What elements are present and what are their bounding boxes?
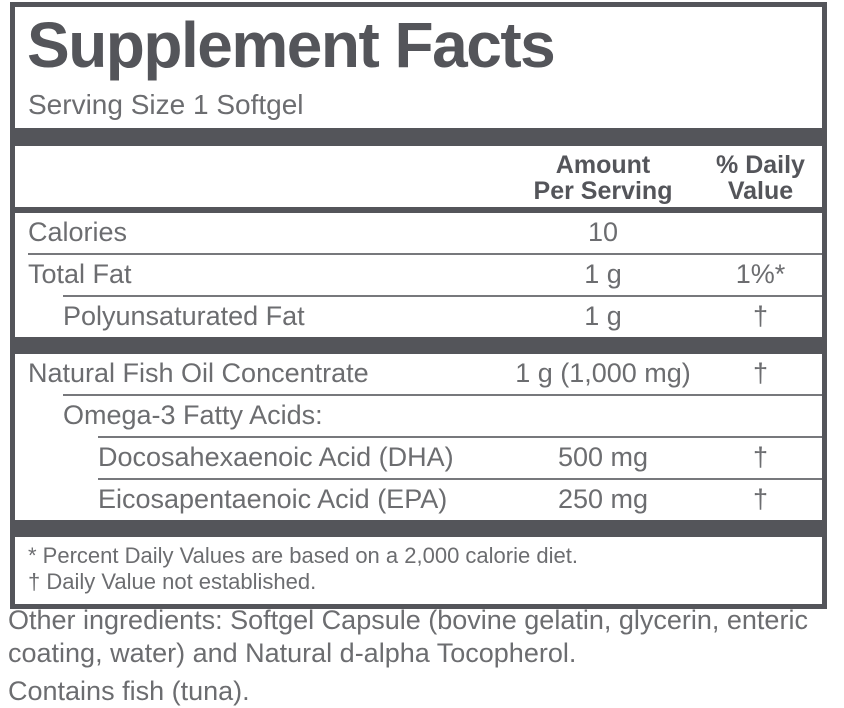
footnote-daily-value-not-established: † Daily Value not established.	[28, 568, 317, 594]
divider-thick-bottom	[15, 519, 822, 537]
column-header-daily-value: % Daily Value	[716, 150, 805, 205]
nutrient-amount: 10	[587, 217, 619, 248]
other-ingredients-text: Other ingredients: Softgel Capsule (bovi…	[8, 605, 808, 668]
table-row-total-fat: Total Fat 1 g 1%*	[15, 255, 822, 295]
allergen-statement: Contains fish (tuna).	[8, 676, 250, 706]
nutrient-daily-value: †	[752, 358, 769, 389]
footnotes: * Percent Daily Values are based on a 2,…	[15, 537, 822, 604]
nutrient-name: Calories	[28, 217, 128, 248]
serving-size: Serving Size 1 Softgel	[28, 88, 304, 120]
nutrient-daily-value: 1%*	[735, 259, 786, 290]
table-row-omega3-fatty-acids: Omega-3 Fatty Acids:	[15, 396, 822, 436]
label-footer-text: Other ingredients: Softgel Capsule (bovi…	[8, 604, 816, 708]
nutrient-name: Natural Fish Oil Concentrate	[28, 358, 369, 389]
nutrient-daily-value: †	[752, 301, 769, 332]
column-header-amount: Amount Per Serving	[533, 150, 673, 205]
divider-thin	[63, 294, 822, 297]
table-row-calories: Calories 10	[15, 213, 822, 253]
footnote-percent-daily-value: * Percent Daily Values are based on a 2,…	[28, 542, 578, 568]
nutrient-daily-value: †	[752, 442, 769, 473]
nutrient-amount: 250 mg	[557, 484, 649, 515]
nutrient-name: Polyunsaturated Fat	[63, 301, 305, 332]
divider-thin	[98, 435, 822, 438]
table-row-polyunsaturated-fat: Polyunsaturated Fat 1 g †	[15, 297, 822, 337]
panel-title: Supplement Facts	[27, 9, 556, 81]
table-row-dha: Docosahexaenoic Acid (DHA) 500 mg †	[15, 438, 822, 478]
supplement-facts-panel: Supplement Facts Serving Size 1 Softgel …	[10, 2, 827, 609]
nutrient-amount: 500 mg	[557, 442, 649, 473]
divider-header	[15, 206, 822, 213]
table-row-epa: Eicosapentaenoic Acid (EPA) 250 mg †	[15, 480, 822, 520]
nutrient-amount: 1 g (1,000 mg)	[515, 358, 691, 389]
divider-thick-top	[15, 127, 822, 146]
divider-thin	[98, 477, 822, 480]
nutrient-name: Total Fat	[28, 259, 132, 290]
nutrient-amount: 1 g	[584, 259, 622, 290]
divider-thin	[63, 393, 822, 396]
divider-thick-middle	[15, 336, 822, 354]
table-row-fish-oil-concentrate: Natural Fish Oil Concentrate 1 g (1,000 …	[15, 354, 822, 394]
divider-thin	[28, 252, 822, 255]
nutrient-name: Omega-3 Fatty Acids:	[63, 400, 323, 431]
nutrient-name: Docosahexaenoic Acid (DHA)	[98, 442, 454, 473]
nutrient-daily-value: †	[752, 484, 769, 515]
nutrient-name: Eicosapentaenoic Acid (EPA)	[98, 484, 448, 515]
nutrient-amount: 1 g	[584, 301, 622, 332]
column-header-row: Amount Per Serving % Daily Value	[15, 146, 822, 207]
